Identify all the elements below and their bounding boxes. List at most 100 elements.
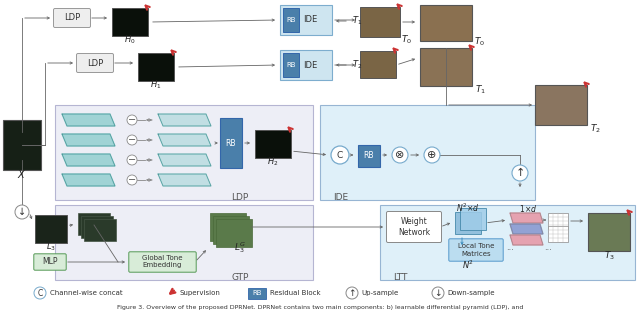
Bar	[81, 216, 113, 238]
Circle shape	[331, 146, 349, 164]
Circle shape	[127, 175, 137, 185]
Bar	[320, 105, 535, 200]
Text: ...: ...	[544, 243, 552, 253]
Text: Figure 3. Overview of the proposed DPRNet. DPRNet contains two main components: : Figure 3. Overview of the proposed DPRNe…	[117, 306, 523, 310]
Bar	[588, 213, 630, 251]
Text: $T_3$: $T_3$	[604, 250, 614, 262]
Text: Residual Block: Residual Block	[270, 290, 321, 296]
Text: MLP: MLP	[42, 257, 58, 267]
Bar	[55, 205, 313, 280]
Text: ↓: ↓	[435, 288, 442, 297]
Circle shape	[512, 165, 528, 181]
Bar	[210, 213, 246, 241]
Text: ⊗: ⊗	[396, 150, 404, 160]
Bar	[35, 215, 67, 243]
Text: −: −	[128, 115, 136, 125]
Text: $1\!\times\!d$: $1\!\times\!d$	[518, 203, 538, 214]
Text: $T_2$: $T_2$	[352, 59, 362, 71]
Polygon shape	[158, 154, 211, 166]
Text: Supervision: Supervision	[180, 290, 221, 296]
Text: Up-sample: Up-sample	[361, 290, 398, 296]
Text: Local Tone
Matrices: Local Tone Matrices	[458, 243, 494, 256]
Text: $T_2$: $T_2$	[589, 123, 600, 135]
Bar	[460, 208, 486, 230]
Text: LTT: LTT	[393, 273, 408, 281]
Bar	[220, 118, 242, 168]
Bar	[283, 8, 299, 32]
Bar	[380, 205, 635, 280]
Circle shape	[346, 287, 358, 299]
Text: $X$: $X$	[17, 168, 27, 180]
Circle shape	[127, 115, 137, 125]
FancyBboxPatch shape	[34, 254, 66, 270]
Text: $T_1$: $T_1$	[352, 15, 362, 27]
Text: LDP: LDP	[232, 192, 248, 202]
Circle shape	[127, 155, 137, 165]
Text: −: −	[128, 175, 136, 185]
Text: $N^2\!\times\!d$: $N^2\!\times\!d$	[456, 202, 480, 214]
Text: $H_0$: $H_0$	[124, 34, 136, 46]
Bar	[138, 53, 174, 81]
Circle shape	[432, 287, 444, 299]
Bar	[420, 48, 472, 86]
Bar	[280, 5, 332, 35]
Bar	[283, 53, 299, 77]
FancyBboxPatch shape	[129, 252, 196, 272]
Polygon shape	[510, 213, 543, 223]
Text: Global Tone
Embedding: Global Tone Embedding	[141, 256, 182, 268]
Text: C: C	[337, 151, 343, 159]
Bar	[213, 216, 249, 244]
Bar	[455, 212, 481, 234]
Polygon shape	[62, 174, 115, 186]
Bar	[548, 213, 568, 229]
Polygon shape	[62, 154, 115, 166]
Circle shape	[392, 147, 408, 163]
FancyBboxPatch shape	[449, 239, 503, 261]
Text: $L_3^G$: $L_3^G$	[234, 241, 246, 256]
Text: RB: RB	[364, 152, 374, 160]
Text: $T_0$: $T_0$	[474, 36, 486, 48]
Text: ↑: ↑	[515, 168, 525, 178]
Bar	[535, 85, 587, 125]
Text: −: −	[128, 155, 136, 165]
Polygon shape	[62, 134, 115, 146]
Bar	[280, 50, 332, 80]
Circle shape	[127, 135, 137, 145]
Text: Channel-wise concat: Channel-wise concat	[50, 290, 123, 296]
Text: GTP: GTP	[231, 273, 249, 281]
Text: RB: RB	[226, 139, 236, 147]
Text: ↑: ↑	[348, 288, 356, 297]
Bar	[78, 213, 110, 235]
Bar	[548, 226, 568, 242]
Text: RB: RB	[252, 290, 262, 296]
Polygon shape	[158, 114, 211, 126]
Text: $H_2$: $H_2$	[268, 156, 279, 168]
Text: ⊕: ⊕	[428, 150, 436, 160]
Polygon shape	[158, 174, 211, 186]
Polygon shape	[510, 235, 543, 245]
Bar	[358, 145, 380, 167]
Bar	[3, 120, 41, 170]
Circle shape	[34, 287, 46, 299]
Text: LDP: LDP	[64, 14, 80, 23]
FancyBboxPatch shape	[77, 54, 113, 73]
Text: RB: RB	[286, 62, 296, 68]
Bar	[216, 219, 252, 247]
Text: RB: RB	[286, 17, 296, 23]
Text: IDE: IDE	[333, 192, 348, 202]
Text: ...: ...	[506, 243, 514, 253]
Text: $T_1$: $T_1$	[474, 84, 486, 96]
Bar	[255, 130, 291, 158]
Text: $H_1$: $H_1$	[150, 79, 162, 91]
Bar	[248, 288, 266, 299]
Bar	[112, 8, 148, 36]
Text: $N^2$: $N^2$	[462, 259, 474, 271]
Polygon shape	[62, 114, 115, 126]
Text: IDE: IDE	[303, 61, 317, 69]
Bar	[55, 105, 313, 200]
Bar	[360, 7, 400, 37]
Polygon shape	[158, 134, 211, 146]
Text: $L_3$: $L_3$	[46, 241, 56, 253]
FancyBboxPatch shape	[387, 211, 442, 243]
Text: LDP: LDP	[87, 59, 103, 68]
